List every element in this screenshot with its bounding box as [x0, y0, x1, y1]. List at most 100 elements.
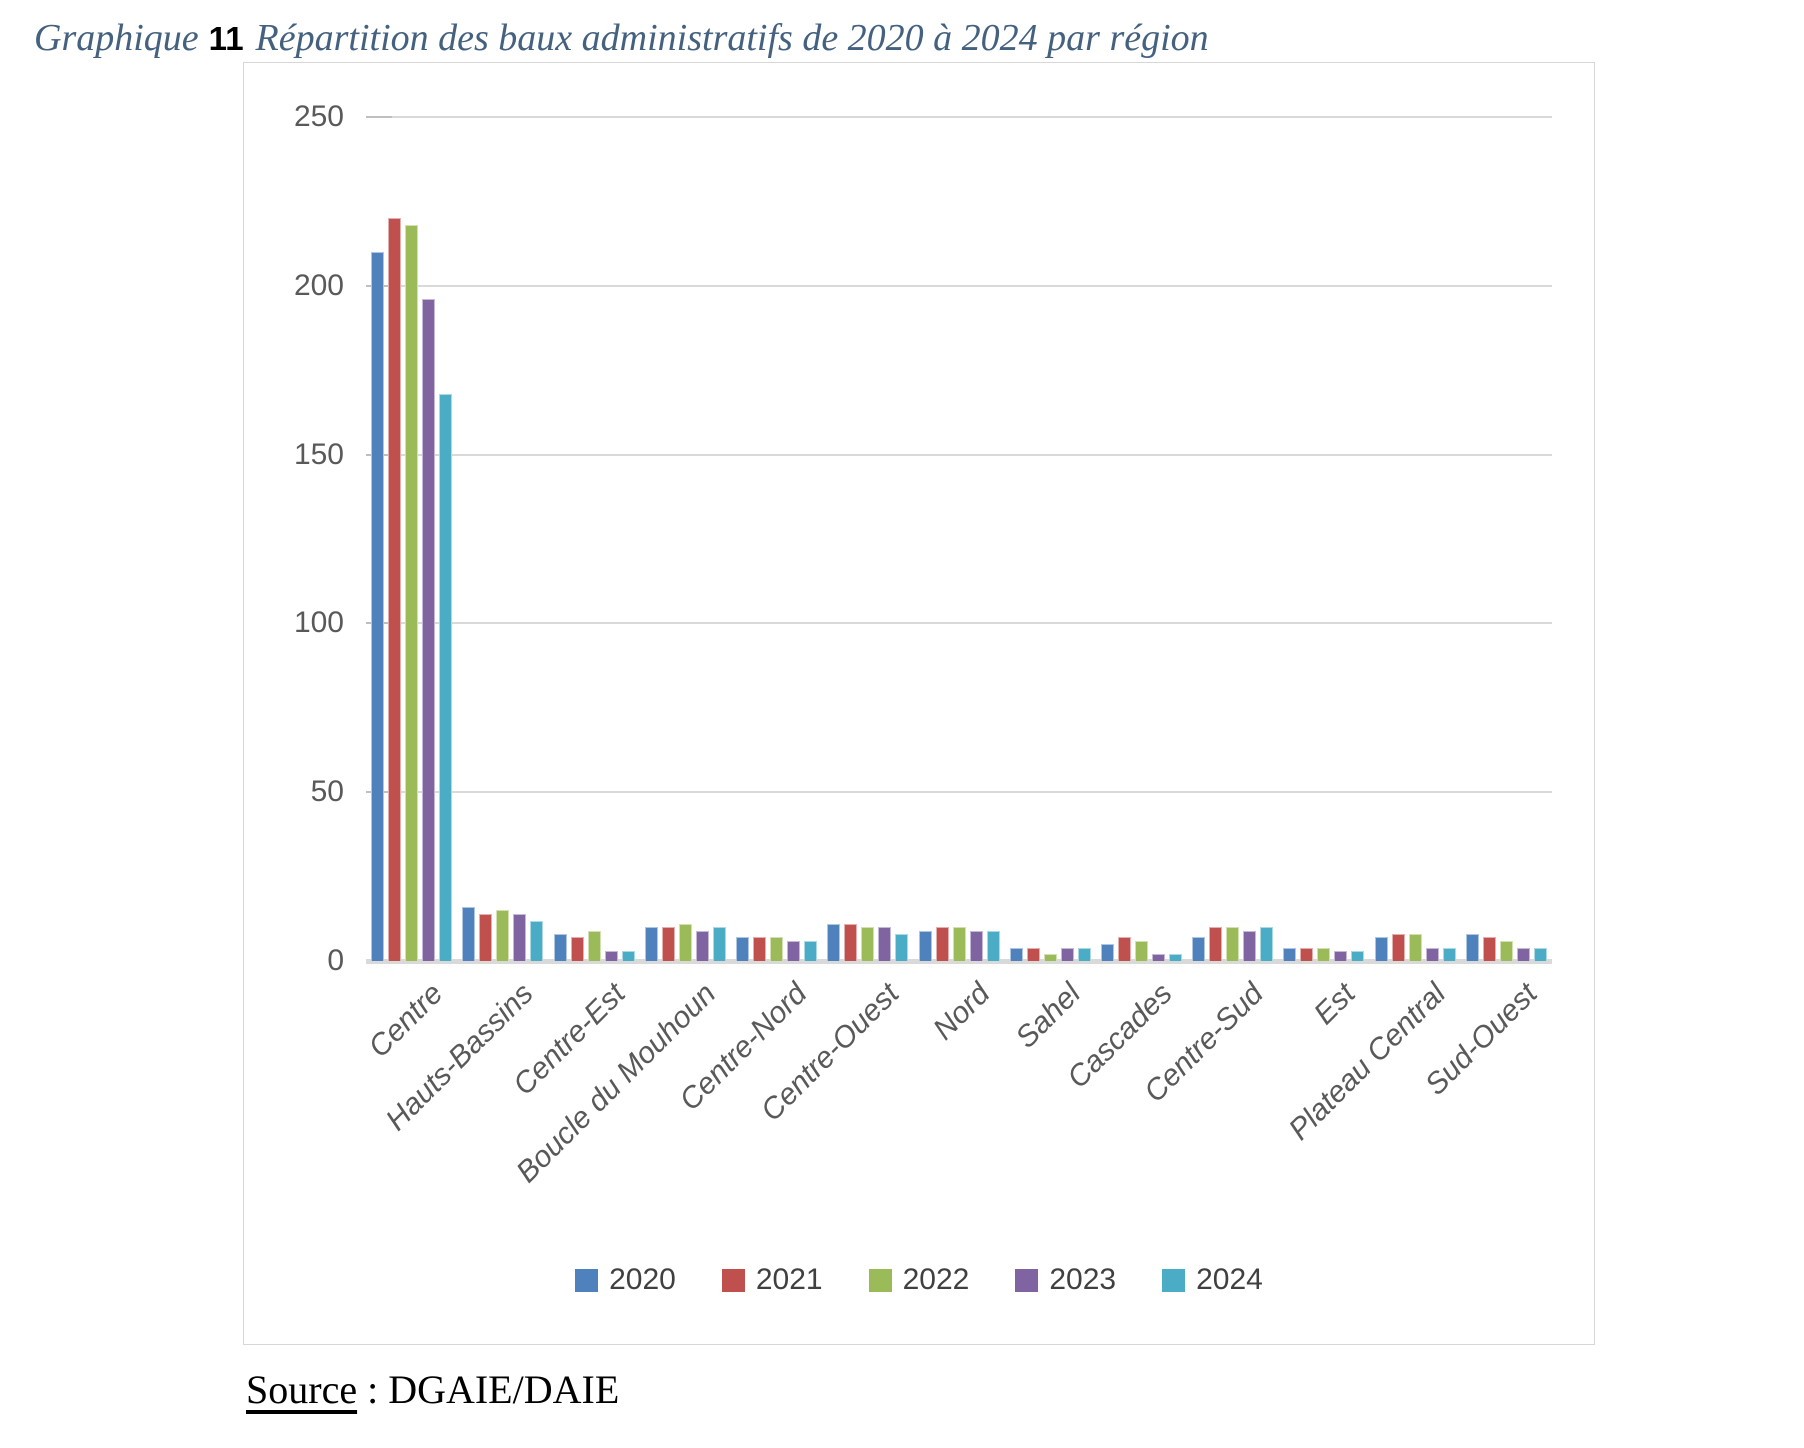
legend-item: 2021 [721, 1263, 823, 1297]
bar-group [1096, 117, 1187, 961]
bar [861, 927, 875, 961]
bar [1374, 937, 1388, 961]
bar [1442, 947, 1456, 961]
bar-group [913, 117, 1004, 961]
bar [1026, 947, 1040, 961]
bar [1425, 947, 1439, 961]
legend-swatch [721, 1268, 745, 1292]
source-note: Source : DGAIE/DAIE [246, 1366, 619, 1413]
y-axis-label: 100 [293, 606, 344, 640]
bar [1300, 947, 1314, 961]
bar [770, 937, 784, 961]
bar [918, 930, 932, 961]
bar-group [1187, 117, 1278, 961]
legend-label: 2020 [609, 1263, 676, 1296]
bar [895, 934, 909, 961]
gridline [366, 791, 1552, 794]
plot-area [366, 117, 1552, 961]
bar [553, 934, 567, 961]
bar [1465, 934, 1479, 961]
legend: 2020 2021 2022 2023 2024 [244, 1263, 1594, 1297]
x-axis-label: Sahel [1009, 977, 1088, 1055]
bar [1516, 947, 1530, 961]
x-axis-label: Plateau Central [1282, 977, 1453, 1147]
legend-swatch [868, 1268, 892, 1292]
bar [1192, 937, 1206, 961]
bar [1134, 940, 1148, 961]
bar [530, 920, 544, 961]
bar [1009, 947, 1023, 961]
bar [513, 913, 527, 961]
bar [371, 252, 385, 961]
source-separator: : [357, 1367, 389, 1412]
bar [1408, 934, 1422, 961]
bar [1317, 947, 1331, 961]
chart-frame: 0 50 100 150 200 250 Centre Hauts-Bassins Centr… [243, 62, 1595, 1345]
bar [736, 937, 750, 961]
legend-swatch [1015, 1268, 1039, 1292]
bar [1482, 937, 1496, 961]
bar [1226, 927, 1240, 961]
bar [661, 927, 675, 961]
bar [570, 937, 584, 961]
bar [1351, 950, 1365, 961]
gridline [366, 453, 1552, 456]
chart-title-number: 11 [208, 20, 244, 57]
bar [439, 393, 453, 961]
x-axis-label: Est [1307, 977, 1362, 1031]
bar [388, 218, 402, 961]
bar [1168, 954, 1182, 961]
legend-item: 2023 [1015, 1263, 1116, 1297]
bar [621, 950, 635, 961]
source-label: Source [246, 1367, 358, 1412]
bar [422, 299, 436, 961]
bar [878, 927, 892, 961]
y-axis-label: 150 [293, 437, 344, 471]
x-axis-line [366, 959, 1552, 964]
y-axis-label: 0 [327, 944, 344, 977]
bar [787, 940, 801, 961]
bar [986, 930, 1000, 961]
y-axis-label: 250 [293, 100, 344, 133]
gridline [366, 116, 1552, 118]
legend-item: 2024 [1162, 1263, 1263, 1297]
bar-group [548, 117, 639, 961]
chart-title: Graphique 11 Répartition des baux administ… [34, 16, 1209, 60]
bar [1043, 954, 1057, 961]
bar-group [1278, 117, 1369, 961]
bar [1060, 947, 1074, 961]
bar [1499, 940, 1513, 961]
bar-group [366, 117, 457, 961]
bar [1391, 934, 1405, 961]
bar-group [731, 117, 822, 961]
x-axis-label: Centre [361, 977, 449, 1065]
bar [753, 937, 767, 961]
gridline [366, 284, 1552, 287]
bar [479, 913, 493, 961]
legend-swatch [1162, 1268, 1186, 1292]
bar [952, 927, 966, 961]
bar [1260, 927, 1274, 961]
bar [1077, 947, 1091, 961]
bar [496, 910, 510, 961]
bar [695, 930, 709, 961]
bar [1100, 944, 1114, 961]
source-value: DGAIE/DAIE [388, 1367, 620, 1412]
bar-group [1461, 117, 1552, 961]
bar [405, 225, 419, 961]
bar [604, 950, 618, 961]
bar [935, 927, 949, 961]
bar-group [640, 117, 731, 961]
legend-label: 2023 [1049, 1263, 1117, 1296]
bar [1283, 947, 1297, 961]
legend-swatch [575, 1268, 599, 1292]
x-axis-label: Nord [927, 977, 997, 1047]
legend-label: 2022 [902, 1263, 970, 1296]
bar [644, 927, 658, 961]
bar [1151, 954, 1165, 961]
legend-label: 2021 [755, 1263, 823, 1296]
bar-group [822, 117, 913, 961]
bar [1117, 937, 1131, 961]
bar [1209, 927, 1223, 961]
bar [844, 923, 858, 961]
